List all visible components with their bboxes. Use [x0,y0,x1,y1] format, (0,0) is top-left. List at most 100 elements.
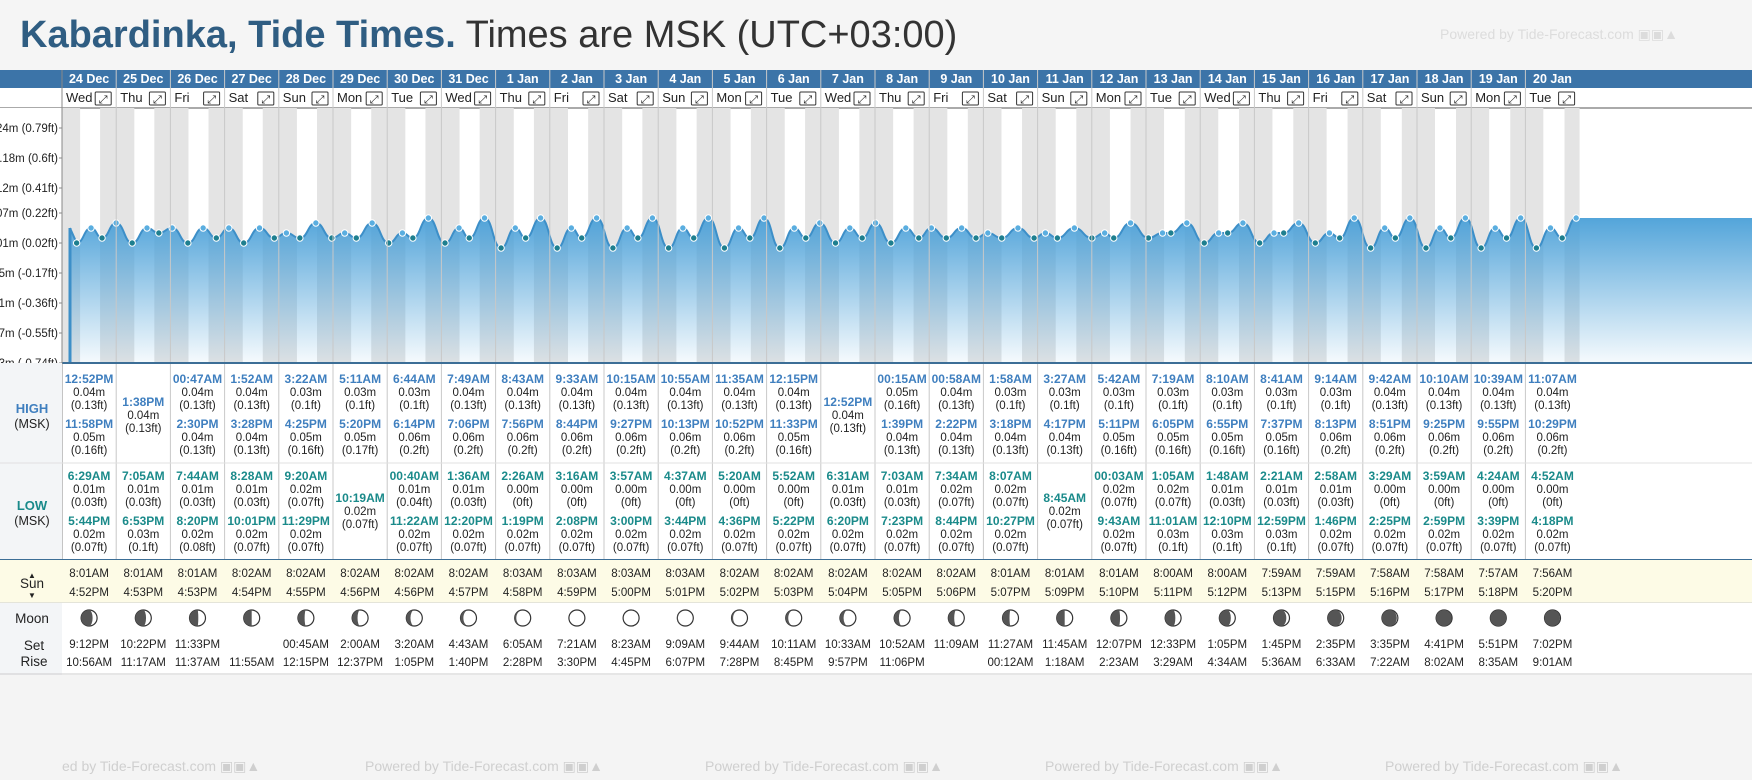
expand-day-button[interactable] [148,91,166,106]
expand-day-button[interactable] [907,91,925,106]
tide-height-ft: (0ft) [675,497,696,509]
expand-day-button[interactable] [1341,91,1359,106]
expand-day-button[interactable] [690,91,708,106]
expand-icon: ⤢ [695,94,704,106]
moonset-time: 4:41PM [1424,639,1464,651]
tide-height-ft: (0.03ft) [1317,497,1354,509]
expand-day-button[interactable] [582,91,600,106]
expand-day-button[interactable] [1070,91,1088,106]
expand-day-button[interactable] [1124,91,1142,106]
high-tide-point [871,219,880,227]
tide-height-m: 0.01m [832,484,864,496]
low-tide-point [746,234,754,242]
weekday-label: Sun [283,90,306,105]
low-tz-label: (MSK) [14,514,49,528]
expand-day-button[interactable] [474,91,492,106]
expand-day-button[interactable] [257,91,275,106]
moon-shadow [297,610,306,626]
tide-time: 7:06PM [447,417,489,431]
expand-day-button[interactable] [94,91,112,106]
high-tide-point [1041,229,1050,237]
tide-time: 3:27AM [1043,372,1086,386]
day-date-label: 25 Dec [123,72,163,86]
expand-day-button[interactable] [365,91,383,106]
tide-height-m: 0.02m [724,529,756,541]
tide-height-ft: (0.08ft) [179,542,216,554]
tide-height-m: 0.02m [73,529,105,541]
tide-height-m: 0.01m [73,484,105,496]
moonrise-time: 11:06PM [880,657,925,669]
expand-day-button[interactable] [1232,91,1250,106]
tide-height-ft: (0.1ft) [1158,400,1188,412]
sunrise-time: 8:03AM [665,568,705,580]
expand-day-button[interactable] [311,91,329,106]
y-axis-panel [0,108,62,363]
tide-time: 3:22AM [285,372,328,386]
low-tide-point [352,234,360,242]
timezone-note: Times are MSK (UTC+03:00) [465,14,958,56]
high-tide-point [1100,229,1109,237]
expand-day-button[interactable] [961,91,979,106]
high-tide-point [1295,219,1303,227]
tide-time: 10:39AM [1474,372,1523,386]
expand-day-button[interactable] [1016,91,1034,106]
expand-day-button[interactable] [636,91,654,106]
sunrise-time: 8:02AM [340,568,380,580]
expand-day-button[interactable] [1178,91,1196,106]
tide-height-m: 0.01m [453,484,485,496]
footer-watermark-3: Powered by Tide-Forecast.com ▣▣▲ [705,758,943,774]
expand-day-button[interactable] [745,91,763,106]
expand-day-button[interactable] [528,91,546,106]
tide-height-m: 0.04m [182,432,214,444]
expand-day-button[interactable] [853,91,871,106]
moonset-time: 10:33AM [825,639,871,651]
sunset-time: 5:03PM [774,587,814,599]
expand-day-button[interactable] [1287,91,1305,106]
high-tide-point [1270,229,1278,237]
tide-height-m: 0.04m [940,387,972,399]
weekday-label: Thu [120,90,142,105]
tide-height-ft: (0ft) [1434,497,1455,509]
tide-time: 7:19AM [1152,372,1195,386]
expand-day-button[interactable] [1449,91,1467,106]
high-tide-point [143,224,151,232]
tide-height-m: 0.04m [1374,387,1406,399]
tide-height-ft: (0.03ft) [830,497,867,509]
expand-day-button[interactable] [799,91,817,106]
low-tide-point [409,234,417,242]
expand-day-button[interactable] [419,91,437,106]
tide-height-ft: (0.1ft) [1321,400,1351,412]
tide-height-ft: (0.2ft) [1537,445,1567,457]
moonset-time: 00:45AM [283,639,329,651]
tide-time: 11:35AM [715,372,764,386]
expand-icon: ⤢ [1291,94,1300,106]
day-date-label: 15 Jan [1262,72,1301,86]
high-tide-point [734,224,743,232]
tide-height-ft: (0ft) [567,497,588,509]
row-label-panel [0,363,62,560]
tide-height-ft: (0.13ft) [450,400,487,412]
moonset-time: 5:51PM [1478,639,1518,651]
expand-day-button[interactable] [203,91,221,106]
expand-day-button[interactable] [1395,91,1413,106]
tide-height-m: 0.02m [507,529,539,541]
tide-time: 10:27PM [986,514,1035,528]
tide-time: 8:41AM [1260,372,1303,386]
tide-time: 4:18PM [1531,514,1573,528]
place-name: Kabardinka, Tide Times. [20,14,456,56]
sunrise-time: 8:02AM [774,568,814,580]
low-tide-point [664,244,673,252]
expand-day-button[interactable] [1503,91,1521,106]
expand-icon: ⤢ [99,94,108,106]
sunset-time: 4:54PM [232,587,272,599]
expand-icon: ⤢ [370,94,379,106]
tide-time: 10:19AM [335,491,384,505]
tide-height-m: 0.00m [615,484,647,496]
tide-time: 5:44PM [68,514,110,528]
moonset-time: 10:11AM [771,639,816,651]
expand-day-button[interactable] [1558,91,1576,106]
tide-height-ft: (0.13ft) [233,400,270,412]
tide-height-ft: (0.07ft) [288,542,325,554]
tide-time: 8:44PM [935,514,977,528]
day-date-label: 19 Jan [1479,72,1518,86]
